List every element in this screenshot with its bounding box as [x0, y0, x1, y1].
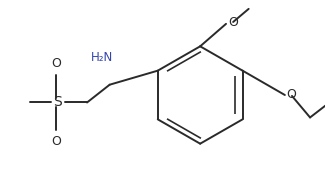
- Text: H₂N: H₂N: [90, 51, 113, 64]
- Text: S: S: [53, 96, 62, 109]
- Text: O: O: [287, 88, 296, 101]
- Text: O: O: [52, 57, 61, 70]
- Text: O: O: [229, 16, 239, 29]
- Text: O: O: [52, 135, 61, 148]
